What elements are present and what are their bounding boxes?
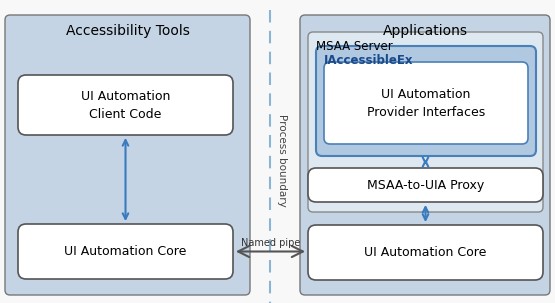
- FancyBboxPatch shape: [308, 32, 543, 212]
- Text: Applications: Applications: [382, 24, 467, 38]
- FancyBboxPatch shape: [18, 75, 233, 135]
- Text: Process boundary: Process boundary: [277, 114, 287, 206]
- FancyBboxPatch shape: [308, 225, 543, 280]
- Text: MSAA Server: MSAA Server: [316, 39, 393, 52]
- FancyBboxPatch shape: [18, 224, 233, 279]
- Text: Named pipe: Named pipe: [241, 238, 300, 248]
- Text: UI Automation Core: UI Automation Core: [364, 246, 487, 259]
- Text: MSAA-to-UIA Proxy: MSAA-to-UIA Proxy: [367, 178, 484, 191]
- FancyBboxPatch shape: [316, 46, 536, 156]
- FancyBboxPatch shape: [5, 15, 250, 295]
- Text: UI Automation
Client Code: UI Automation Client Code: [81, 89, 170, 121]
- FancyBboxPatch shape: [300, 15, 550, 295]
- Text: UI Automation Core: UI Automation Core: [64, 245, 186, 258]
- Text: UI Automation
Provider Interfaces: UI Automation Provider Interfaces: [367, 88, 485, 118]
- FancyBboxPatch shape: [308, 168, 543, 202]
- FancyBboxPatch shape: [324, 62, 528, 144]
- Text: Accessibility Tools: Accessibility Tools: [65, 24, 189, 38]
- Text: IAccessibleEx: IAccessibleEx: [324, 54, 413, 66]
